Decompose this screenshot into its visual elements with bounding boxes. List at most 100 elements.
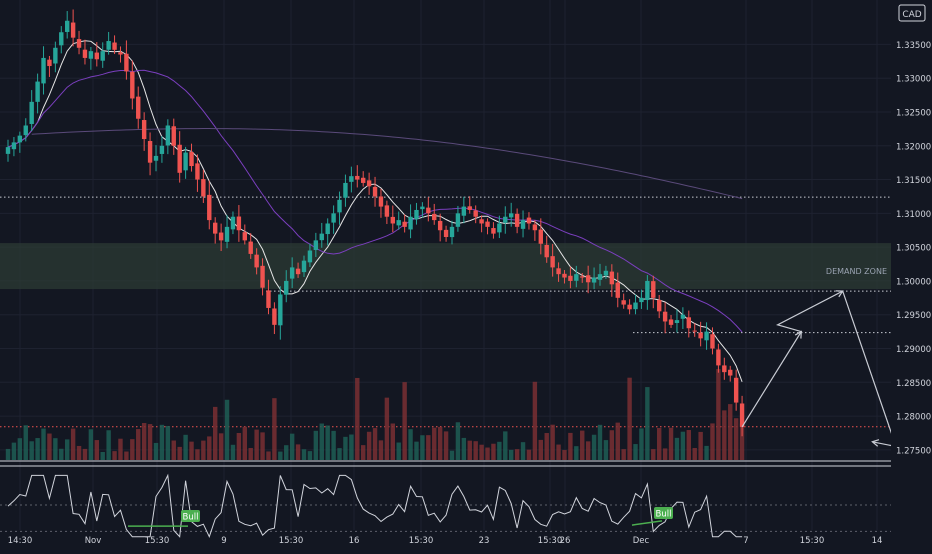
candle-body [29, 101, 34, 124]
candles [5, 9, 745, 437]
volume-bar [248, 447, 253, 460]
volume-bar [639, 428, 644, 460]
volume-bar [278, 451, 283, 460]
volume-bar [29, 441, 34, 460]
candle-body [284, 280, 289, 295]
volume-bar [183, 434, 188, 460]
candle-body [390, 216, 395, 224]
candle-body [278, 294, 283, 326]
candle-body [704, 331, 709, 341]
currency-badge[interactable]: CAD [898, 4, 926, 22]
candle-body [491, 228, 496, 234]
candle-body [248, 241, 253, 254]
volume-bar [70, 428, 76, 460]
candle-body [254, 254, 259, 268]
candle-body [384, 205, 390, 217]
volume-bar [319, 423, 324, 460]
candle-body [141, 120, 147, 140]
candle-body [224, 226, 230, 242]
volume-bar [159, 424, 165, 460]
volume-bar [177, 446, 182, 460]
volume-bar [301, 449, 307, 460]
candle-body [70, 22, 76, 38]
volume-bar [461, 437, 467, 460]
currency-badge-label[interactable]: CAD [902, 10, 921, 20]
candle-body [378, 196, 384, 207]
volume-bar [408, 429, 413, 460]
time-tick-label: 15:30 [279, 536, 304, 546]
candle-body [520, 220, 526, 229]
candle-body [396, 220, 401, 226]
volume-bar [289, 433, 295, 460]
volume-bar [266, 451, 271, 460]
volume-bar [213, 406, 218, 460]
volume-bar [449, 450, 455, 460]
volume-bar [615, 422, 620, 460]
volume-bar [437, 426, 443, 460]
candle-body [603, 270, 609, 276]
candle-body [662, 311, 668, 322]
demand-zone: DEMAND ZONE [0, 243, 891, 290]
candle-body [449, 226, 455, 238]
volume-bar [455, 422, 461, 460]
price-tick-label: 1.33500 [896, 41, 931, 51]
ma-medium-line [7, 69, 743, 333]
volume-bar [426, 435, 431, 460]
volume-bar [514, 449, 520, 460]
candle-body [82, 49, 88, 58]
candle-body [266, 290, 271, 308]
candle-body [621, 300, 626, 305]
candle-body [597, 274, 603, 280]
candle-body [432, 213, 437, 221]
candle-body [47, 59, 52, 67]
currency-badge-box[interactable] [898, 4, 926, 22]
volume-bar [597, 424, 603, 460]
candle-body [313, 240, 319, 250]
candle-body [591, 277, 597, 283]
volume-bar [118, 438, 123, 460]
volume-bar [325, 425, 330, 460]
volume-bar [254, 429, 259, 460]
volume-bar [651, 449, 656, 460]
volume-bar [147, 424, 153, 460]
volume-bar [580, 430, 585, 460]
volume-bar [503, 431, 508, 460]
volume-bar [668, 427, 674, 460]
candle-body [686, 317, 691, 329]
volume-bar [568, 432, 573, 460]
volume-bar [201, 440, 206, 460]
volume-bar [704, 445, 709, 460]
candle-body [183, 152, 188, 171]
price-tick-label: 1.29000 [896, 345, 931, 355]
time-tick-label: Dec [633, 536, 650, 546]
volume-bar [473, 441, 478, 460]
volume-bar [479, 444, 484, 460]
candle-body [295, 268, 301, 275]
candle-body [236, 216, 242, 231]
candle-body [538, 229, 543, 244]
volume-bar [76, 445, 82, 460]
price-tick-label: 1.28500 [896, 379, 931, 389]
candle-body [94, 52, 99, 60]
candle-body [532, 224, 538, 231]
candle-body [260, 265, 265, 288]
candle-body [65, 20, 70, 32]
candle-body [118, 52, 123, 55]
price-axis-background [891, 0, 932, 550]
volume-bar [491, 443, 496, 460]
volume-bar [550, 424, 555, 460]
candle-body [728, 369, 733, 376]
candle-body [171, 126, 176, 146]
volume-bar [722, 410, 727, 460]
candle-body [17, 135, 23, 143]
volume-bar [733, 418, 739, 460]
candle-body [568, 275, 573, 281]
candle-body [100, 51, 105, 61]
volume-bar [331, 430, 336, 460]
candle-body [153, 155, 159, 161]
volume-bar [153, 442, 159, 460]
candle-body [11, 142, 17, 150]
volume-bar [361, 445, 366, 460]
candle-body [53, 47, 58, 64]
candle-body [585, 275, 591, 283]
